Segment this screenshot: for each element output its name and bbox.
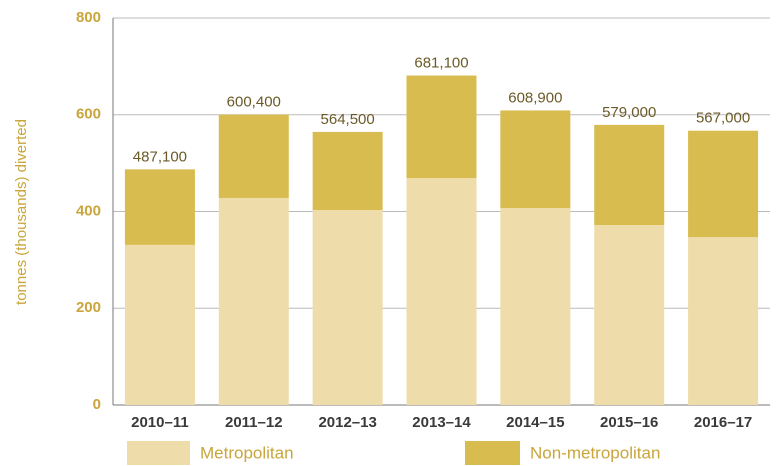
total-label: 487,100 [133,148,187,165]
total-label: 564,500 [321,111,375,128]
legend-swatch [127,441,190,465]
bar-segment [594,124,665,226]
bar-segment [688,237,759,405]
legend-label: Non-metropolitan [530,443,660,462]
x-tick-label: 2013–14 [412,414,471,431]
bar-segment [218,114,289,198]
x-tick-label: 2011–12 [225,414,283,431]
y-tick-label: 0 [93,396,101,413]
bar-segment [124,244,195,405]
bar-segment [688,130,759,238]
x-tick-label: 2015–16 [600,414,658,431]
total-label: 579,000 [602,104,656,121]
x-tick-label: 2010–11 [131,414,189,431]
total-label: 608,900 [508,89,562,106]
bar-segment [594,225,665,405]
bar-segment [500,208,571,405]
bar-segment [312,210,383,405]
bar-segment [124,169,195,245]
y-tick-label: 600 [76,106,101,123]
bar-segment [218,197,289,405]
y-tick-label: 400 [76,202,101,219]
bar-segment [500,110,571,209]
y-axis-label: tonnes (thousands) diverted [13,119,30,305]
bar-segment [312,131,383,211]
bar-segment [406,75,477,179]
total-label: 567,000 [696,110,750,127]
y-tick-label: 800 [76,9,101,26]
y-tick-label: 200 [76,299,101,316]
bar-segment [406,178,477,405]
x-tick-label: 2012–13 [318,414,376,431]
total-label: 600,400 [227,94,281,111]
legend-swatch [465,441,520,465]
x-tick-label: 2016–17 [694,414,752,431]
legend-label: Metropolitan [200,443,294,462]
total-label: 681,100 [414,54,468,71]
x-tick-label: 2014–15 [506,414,564,431]
